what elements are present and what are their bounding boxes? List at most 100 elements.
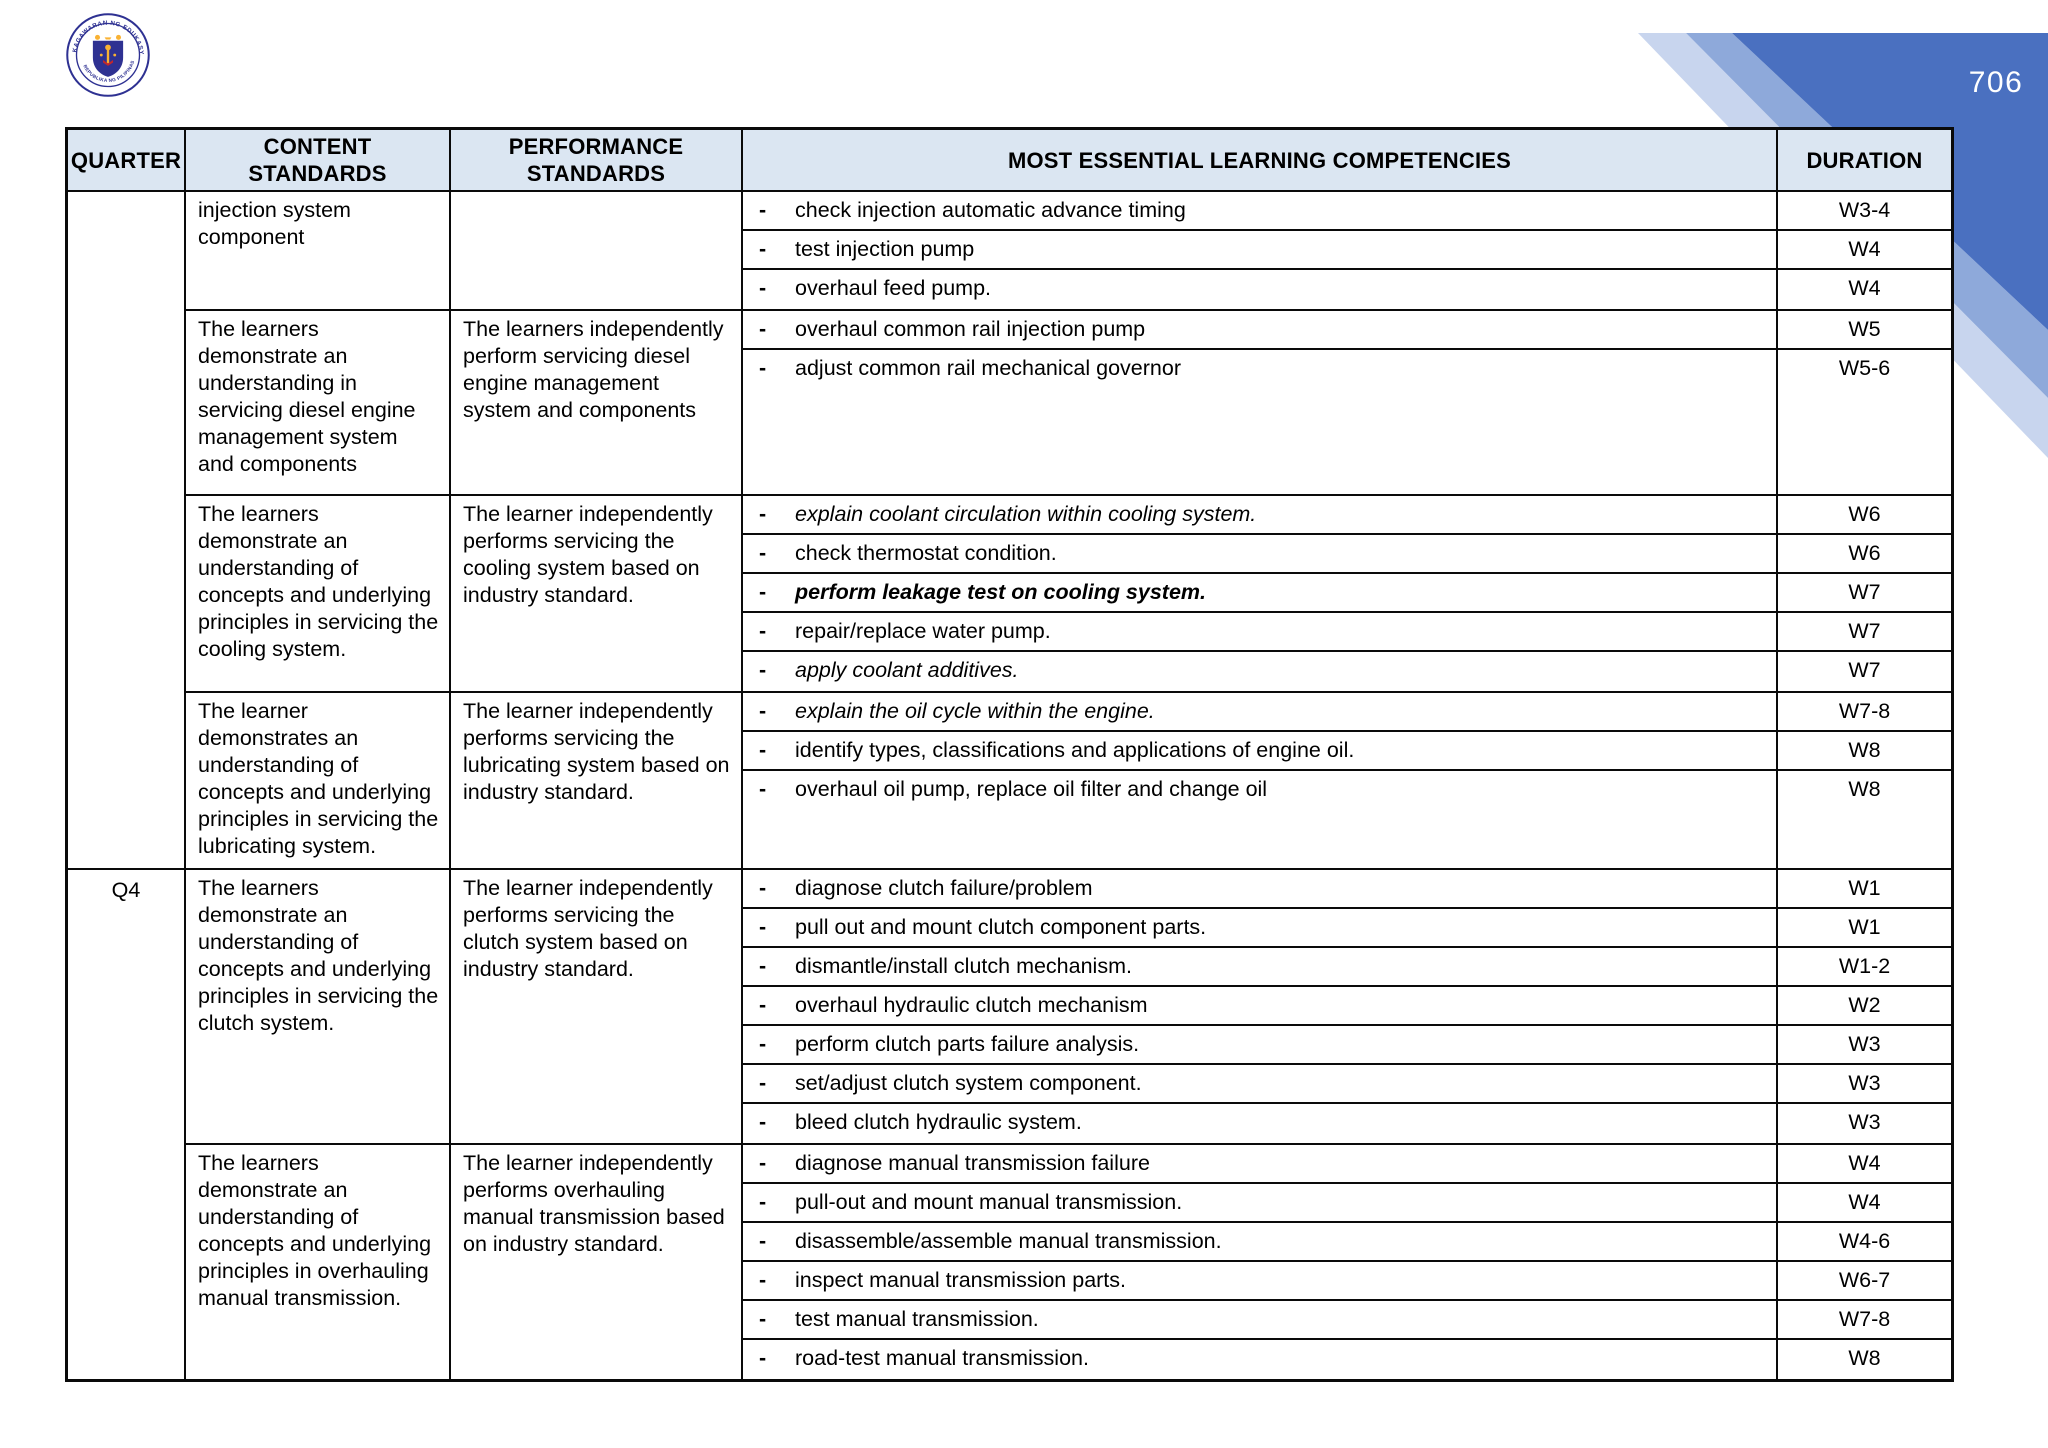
content-standard-cell: injection system component	[186, 192, 451, 309]
competency-row: - check thermostat condition. W6	[743, 535, 1951, 574]
competency-row: - disassemble/assemble manual transmissio…	[743, 1223, 1951, 1262]
table-header-row: QUARTER CONTENT STANDARDS PERFORMANCE ST…	[68, 130, 1951, 192]
duration-cell: W8	[1848, 1346, 1881, 1370]
deped-logo-icon: KAGAWARAN NG EDUKASYON REPUBLIKA NG PILI…	[66, 13, 150, 97]
standards-groups: The learners demonstrate an understandin…	[186, 870, 1951, 1379]
duration-cell: W2	[1848, 993, 1881, 1017]
header-cell-quarter: QUARTER	[68, 130, 186, 190]
competency-cell: - diagnose clutch failure/problem	[743, 870, 1778, 907]
duration-cell: W7	[1848, 619, 1881, 643]
duration-cell: W6	[1848, 541, 1881, 565]
bullet-dash: -	[759, 954, 767, 978]
quarter-cell: Q4	[68, 870, 186, 1379]
content-standard-cell: The learners demonstrate an understandin…	[186, 870, 451, 1143]
duration-cell: W8	[1848, 777, 1881, 801]
competency-row: - diagnose manual transmission failure W4	[743, 1145, 1951, 1184]
performance-standard-cell: The learner independently performs overh…	[451, 1145, 743, 1379]
duration-cell: W4	[1848, 1151, 1881, 1175]
bullet-dash: -	[759, 1071, 767, 1095]
bullet-dash: -	[759, 1032, 767, 1056]
competency-row: - dismantle/install clutch mechanism. W1-2	[743, 948, 1951, 987]
competency-cell: - set/adjust clutch system component.	[743, 1065, 1778, 1102]
performance-standard-cell: The learner independently performs servi…	[451, 693, 743, 868]
content-standard-cell: The learner demonstrates an understandin…	[186, 693, 451, 868]
competency-row: - identify types, classifications and app…	[743, 732, 1951, 771]
competency-row: - perform leakage test on cooling system.…	[743, 574, 1951, 613]
competency-text: explain coolant circulation within cooli…	[795, 502, 1257, 526]
duration-cell: W1	[1848, 876, 1881, 900]
duration-cell: W1	[1848, 915, 1881, 939]
standards-group: The learners demonstrate an understandin…	[186, 1145, 1951, 1379]
competency-text: repair/replace water pump.	[795, 619, 1051, 643]
performance-standard-cell: The learner independently performs servi…	[451, 870, 743, 1143]
performance-standard-cell	[451, 192, 743, 309]
competency-text: set/adjust clutch system component.	[795, 1071, 1142, 1095]
competency-text: overhaul feed pump.	[795, 276, 992, 300]
bullet-dash: -	[759, 1268, 767, 1292]
header-cell-competencies: MOST ESSENTIAL LEARNING COMPETENCIES	[743, 130, 1778, 190]
competency-text: apply coolant additives.	[795, 658, 1019, 682]
bullet-dash: -	[759, 658, 767, 682]
competency-cell: - explain the oil cycle within the engine…	[743, 693, 1778, 730]
competency-text: pull out and mount clutch component part…	[795, 915, 1207, 939]
duration-cell: W7	[1848, 658, 1881, 682]
competency-cell: - repair/replace water pump.	[743, 613, 1778, 650]
bullet-dash: -	[759, 237, 767, 261]
standards-group: The learners demonstrate an understandin…	[186, 311, 1951, 496]
competency-text: road-test manual transmission.	[795, 1346, 1089, 1370]
duration-cell: W4	[1848, 1190, 1881, 1214]
competency-text: adjust common rail mechanical governor	[795, 356, 1181, 380]
duration-cell: W7-8	[1838, 699, 1891, 723]
standards-groups: injection system component - check injecti…	[186, 192, 1951, 868]
duration-cell: W8	[1848, 738, 1881, 762]
competency-text: check injection automatic advance timing	[795, 198, 1186, 222]
header-cell-content: CONTENT STANDARDS	[186, 130, 451, 190]
competency-row: - check injection automatic advance timin…	[743, 192, 1951, 231]
competency-text: identify types, classifications and appl…	[795, 738, 1355, 762]
competency-row: - explain the oil cycle within the engine…	[743, 693, 1951, 732]
header-cell-duration: DURATION	[1806, 147, 1923, 173]
competency-text: inspect manual transmission parts.	[795, 1268, 1127, 1292]
competency-rows: - overhaul common rail injection pump W5 - a…	[743, 311, 1951, 494]
quarter-block: injection system component - check injecti…	[68, 192, 1951, 870]
bullet-dash: -	[759, 580, 767, 604]
competency-row: - apply coolant additives. W7	[743, 652, 1951, 691]
quarter-cell	[68, 192, 186, 868]
competency-cell: - inspect manual transmission parts.	[743, 1262, 1778, 1299]
bullet-dash: -	[759, 876, 767, 900]
competency-text: overhaul oil pump, replace oil filter an…	[795, 777, 1268, 801]
bullet-dash: -	[759, 1190, 767, 1214]
competency-row: - repair/replace water pump. W7	[743, 613, 1951, 652]
bullet-dash: -	[759, 1151, 767, 1175]
content-standard-cell: The learners demonstrate an understandin…	[186, 496, 451, 691]
competency-rows: - diagnose clutch failure/problem W1 - pull …	[743, 870, 1951, 1143]
competency-row: - overhaul hydraulic clutch mechanism W2	[743, 987, 1951, 1026]
competency-text: check thermostat condition.	[795, 541, 1057, 565]
duration-cell: W3-4	[1838, 198, 1891, 222]
duration-cell: W6	[1848, 502, 1881, 526]
competency-row: - perform clutch parts failure analysis. W…	[743, 1026, 1951, 1065]
bullet-dash: -	[759, 915, 767, 939]
content-standard-cell: The learners demonstrate an understandin…	[186, 311, 451, 494]
competency-cell: - pull-out and mount manual transmission.	[743, 1184, 1778, 1221]
competency-text: perform leakage test on cooling system.	[795, 580, 1207, 604]
competency-cell: - check thermostat condition.	[743, 535, 1778, 572]
duration-cell: W4	[1848, 276, 1881, 300]
competency-cell: - test manual transmission.	[743, 1301, 1778, 1338]
duration-cell: W5-6	[1838, 356, 1891, 380]
bullet-dash: -	[759, 738, 767, 762]
competency-text: pull-out and mount manual transmission.	[795, 1190, 1183, 1214]
bullet-dash: -	[759, 276, 767, 300]
duration-cell: W6-7	[1838, 1268, 1891, 1292]
melc-table: QUARTER CONTENT STANDARDS PERFORMANCE ST…	[65, 127, 1954, 1382]
competency-cell: - disassemble/assemble manual transmissio…	[743, 1223, 1778, 1260]
competency-row: - pull-out and mount manual transmission.…	[743, 1184, 1951, 1223]
competency-cell: - test injection pump	[743, 231, 1778, 268]
competency-row: - pull out and mount clutch component par…	[743, 909, 1951, 948]
duration-cell: W3	[1848, 1110, 1881, 1134]
performance-standard-cell: The learner independently performs servi…	[451, 496, 743, 691]
table-body: injection system component - check injecti…	[68, 192, 1951, 1379]
competency-text: dismantle/install clutch mechanism.	[795, 954, 1132, 978]
duration-cell: W3	[1848, 1032, 1881, 1056]
competency-cell: - pull out and mount clutch component par…	[743, 909, 1778, 946]
